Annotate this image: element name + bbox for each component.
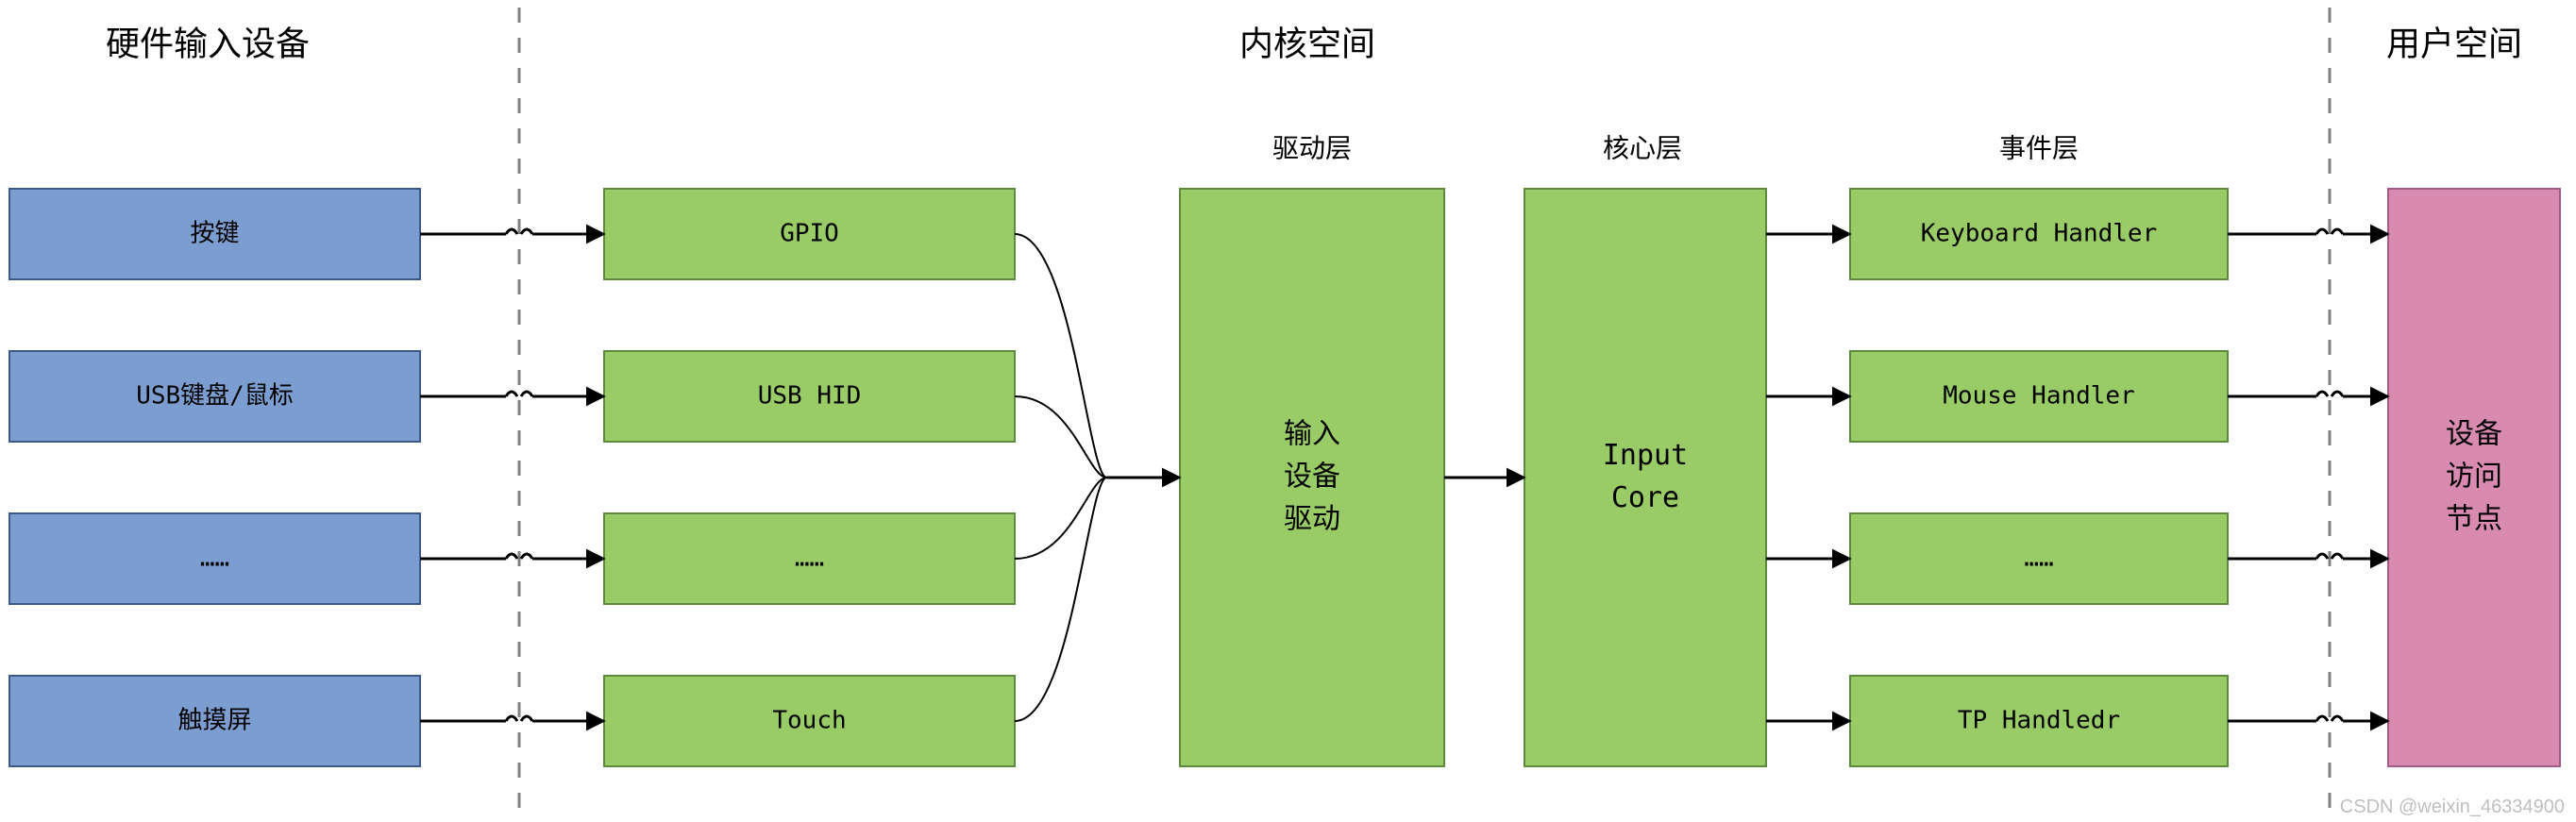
arrow: [420, 554, 604, 559]
g-touch-label: Touch: [772, 707, 846, 735]
h-tp-label: TP Handledr: [1958, 707, 2120, 735]
t-drv-l2-label: 驱动: [1284, 503, 1340, 536]
arrow: [2228, 229, 2388, 234]
t-node-l2-label: 节点: [2446, 503, 2502, 536]
header-hw: 硬件输入设备: [106, 25, 310, 62]
b-key-label: 按键: [190, 220, 239, 248]
g-dots-label: ……: [795, 545, 824, 573]
arrow: [2228, 716, 2388, 721]
b-touch-label: 触摸屏: [177, 707, 251, 735]
merge-curve-r1: [1015, 234, 1107, 478]
arrow: [420, 229, 604, 234]
h-mouse-label: Mouse Handler: [1943, 382, 2135, 411]
arrow: [420, 716, 604, 721]
subheader-evt: 事件层: [1999, 133, 2079, 163]
t-core: [1524, 189, 1766, 766]
merge-curve-r4: [1015, 478, 1107, 721]
merge-curve-r3: [1015, 478, 1107, 559]
t-core-l0-label: Input: [1603, 439, 1688, 472]
t-core-l1-label: Core: [1611, 481, 1679, 514]
arrow: [2228, 554, 2388, 559]
subheader-core: 核心层: [1603, 133, 1682, 163]
header-kernel: 内核空间: [1239, 25, 1375, 62]
b-dots1-label: ……: [200, 545, 229, 573]
merge-curve-r2: [1015, 396, 1107, 478]
t-node-l1-label: 访问: [2446, 461, 2502, 494]
t-drv-l0-label: 输入: [1284, 418, 1340, 451]
g-gpio-label: GPIO: [780, 220, 839, 248]
header-user: 用户空间: [2386, 25, 2522, 62]
subheader-drv: 驱动层: [1272, 134, 1352, 163]
arrow: [2228, 392, 2388, 396]
b-usb-label: USB键盘/鼠标: [136, 382, 294, 411]
g-hid-label: USB HID: [758, 382, 862, 411]
arrow: [420, 392, 604, 396]
t-drv-l1-label: 设备: [1284, 461, 1340, 494]
watermark: CSDN @weixin_46334900: [2340, 797, 2565, 817]
h-dots-label: ……: [2024, 545, 2053, 573]
t-node-l0-label: 设备: [2446, 418, 2502, 451]
h-kbd-label: Keyboard Handler: [1921, 220, 2157, 248]
